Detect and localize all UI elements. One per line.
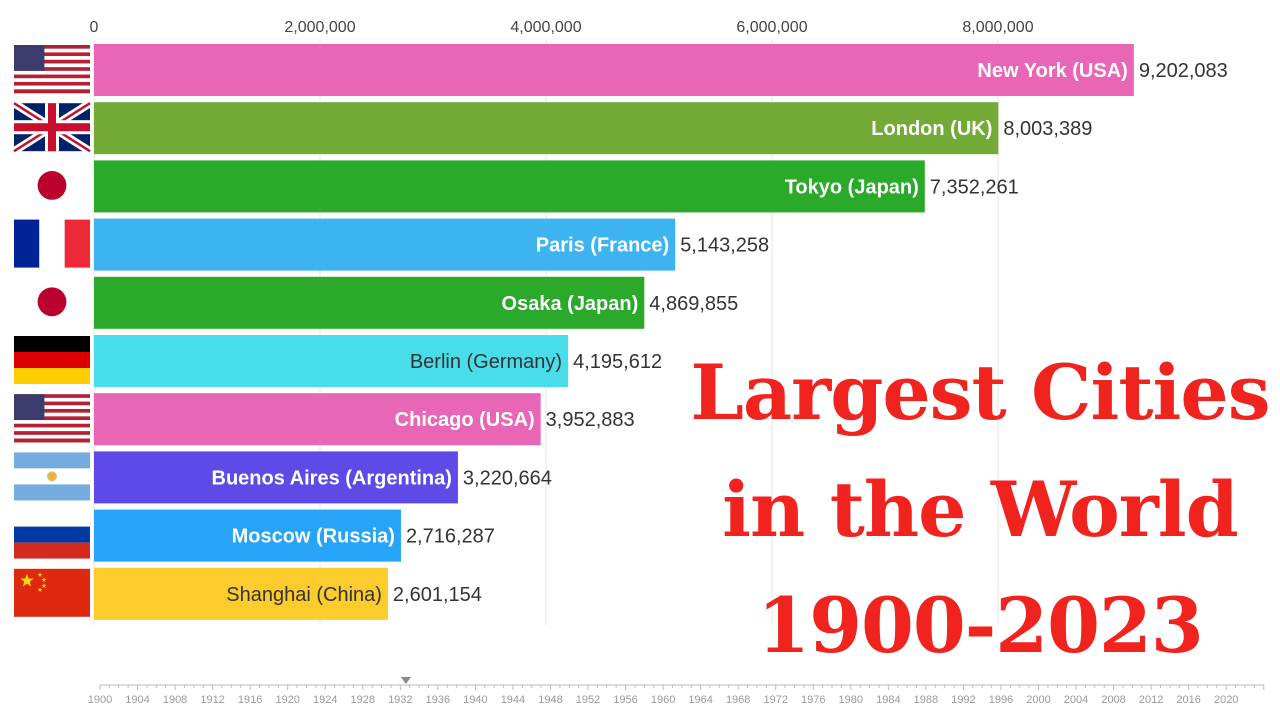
bar bbox=[94, 218, 676, 271]
timeline-tick-label: 1956 bbox=[613, 694, 637, 706]
usa-flag-icon bbox=[14, 45, 90, 94]
timeline-tick-label: 1908 bbox=[163, 694, 187, 706]
timeline-tick-label: 2000 bbox=[1026, 694, 1050, 706]
bar-row: Chicago (USA) 3,952,883 bbox=[14, 393, 635, 446]
chart-title-line-3: 1900-2023 bbox=[757, 581, 1204, 670]
timeline-tick-label: 1972 bbox=[763, 694, 787, 706]
chart-title-line-2: in the World bbox=[722, 465, 1239, 554]
timeline-tick-label: 1952 bbox=[576, 694, 600, 706]
x-tick-label: 4,000,000 bbox=[510, 19, 581, 36]
bar-row: Buenos Aires (Argentina) 3,220,664 bbox=[14, 451, 552, 504]
bar bbox=[94, 160, 925, 213]
bar bbox=[94, 451, 458, 504]
bar-value-label: 7,352,261 bbox=[930, 176, 1019, 198]
france-flag-icon bbox=[14, 219, 90, 268]
bar-row: New York (USA) 9,202,083 bbox=[14, 44, 1228, 96]
uk-flag-icon bbox=[11, 99, 93, 155]
bar-row: Berlin (Germany) 4,195,612 bbox=[14, 335, 662, 387]
bar-row: Tokyo (Japan) 7,352,261 bbox=[14, 160, 1019, 213]
timeline-tick-label: 1924 bbox=[313, 694, 337, 706]
bar-value-label: 2,716,287 bbox=[406, 526, 495, 548]
bar-value-label: 4,195,612 bbox=[573, 351, 662, 373]
bar bbox=[94, 44, 1134, 96]
bar-value-label: 2,601,154 bbox=[393, 584, 482, 606]
japan-flag-icon bbox=[14, 161, 90, 210]
timeline-tick-label: 1984 bbox=[876, 694, 900, 706]
timeline-tick-label: 1948 bbox=[538, 694, 562, 706]
bar bbox=[94, 567, 388, 620]
timeline-tick-label: 1968 bbox=[726, 694, 750, 706]
bar bbox=[94, 335, 569, 387]
timeline-tick-label: 1900 bbox=[88, 694, 112, 706]
timeline-tick-label: 1916 bbox=[238, 694, 262, 706]
bar-label: Moscow (Russia) bbox=[232, 526, 395, 548]
germany-flag-icon bbox=[14, 336, 90, 384]
timeline-tick-label: 1920 bbox=[275, 694, 299, 706]
usa-flag-icon bbox=[14, 394, 90, 443]
timeline-tick-label: 2004 bbox=[1064, 694, 1088, 706]
timeline-tick-label: 2016 bbox=[1176, 694, 1200, 706]
bar-label: New York (USA) bbox=[977, 60, 1127, 82]
x-tick-label: 2,000,000 bbox=[284, 19, 355, 36]
bar-label: Chicago (USA) bbox=[395, 409, 535, 431]
timeline-tick-label: 1976 bbox=[801, 694, 825, 706]
bar bbox=[94, 393, 541, 446]
bar-label: Shanghai (China) bbox=[226, 584, 382, 606]
bar-label: Paris (France) bbox=[536, 235, 669, 257]
timeline-tick-label: 1928 bbox=[351, 694, 375, 706]
timeline-tick-label: 1980 bbox=[839, 694, 863, 706]
timeline-tick-label: 1992 bbox=[951, 694, 975, 706]
timeline-tick-label: 2008 bbox=[1101, 694, 1125, 706]
timeline-tick-label: 1940 bbox=[463, 694, 487, 706]
timeline-slider-handle[interactable] bbox=[400, 677, 411, 684]
timeline-tick-label: 1932 bbox=[388, 694, 412, 706]
bar bbox=[94, 102, 999, 155]
bar-value-label: 9,202,083 bbox=[1139, 60, 1228, 82]
timeline-tick-label: 1912 bbox=[200, 694, 224, 706]
bar-label: Buenos Aires (Argentina) bbox=[212, 467, 452, 489]
russia-flag-icon bbox=[14, 510, 90, 559]
bar-label: Tokyo (Japan) bbox=[785, 176, 919, 198]
timeline-tick-label: 1944 bbox=[501, 694, 525, 706]
timeline-tick-label: 2012 bbox=[1139, 694, 1163, 706]
bar-label: Berlin (Germany) bbox=[410, 351, 562, 373]
bar-row: Moscow (Russia) 2,716,287 bbox=[14, 509, 495, 562]
bar-label: Osaka (Japan) bbox=[502, 293, 639, 315]
bar-label: London (UK) bbox=[871, 118, 992, 140]
bar bbox=[94, 276, 645, 329]
timeline-tick-label: 1996 bbox=[989, 694, 1013, 706]
bar-row: Osaka (Japan) 4,869,855 bbox=[14, 276, 738, 329]
timeline-tick-label: 1988 bbox=[914, 694, 938, 706]
x-tick-label: 8,000,000 bbox=[962, 19, 1033, 36]
bar-value-label: 3,220,664 bbox=[463, 467, 552, 489]
x-tick-label: 0 bbox=[90, 19, 99, 36]
china-flag-icon bbox=[14, 568, 90, 617]
bar-value-label: 3,952,883 bbox=[546, 409, 635, 431]
x-tick-label: 6,000,000 bbox=[736, 19, 807, 36]
timeline-tick-label: 2020 bbox=[1214, 694, 1238, 706]
bar-value-label: 4,869,855 bbox=[649, 293, 738, 315]
bar-row: Paris (France) 5,143,258 bbox=[14, 218, 769, 271]
bar bbox=[94, 509, 401, 562]
timeline-tick-label: 1964 bbox=[688, 694, 712, 706]
bar-value-label: 8,003,389 bbox=[1003, 118, 1092, 140]
timeline-tick-label: 1904 bbox=[125, 694, 149, 706]
bar-row: Shanghai (China) 2,601,154 bbox=[14, 567, 482, 620]
bar-row: London (UK) 8,003,389 bbox=[11, 99, 1092, 155]
timeline-tick-label: 1936 bbox=[426, 694, 450, 706]
argentina-flag-icon bbox=[14, 452, 90, 501]
bar-value-label: 5,143,258 bbox=[680, 235, 769, 257]
chart-title-line-1: Largest Cities bbox=[690, 348, 1270, 437]
timeline-tick-label: 1960 bbox=[651, 694, 675, 706]
japan-flag-icon bbox=[14, 277, 90, 326]
